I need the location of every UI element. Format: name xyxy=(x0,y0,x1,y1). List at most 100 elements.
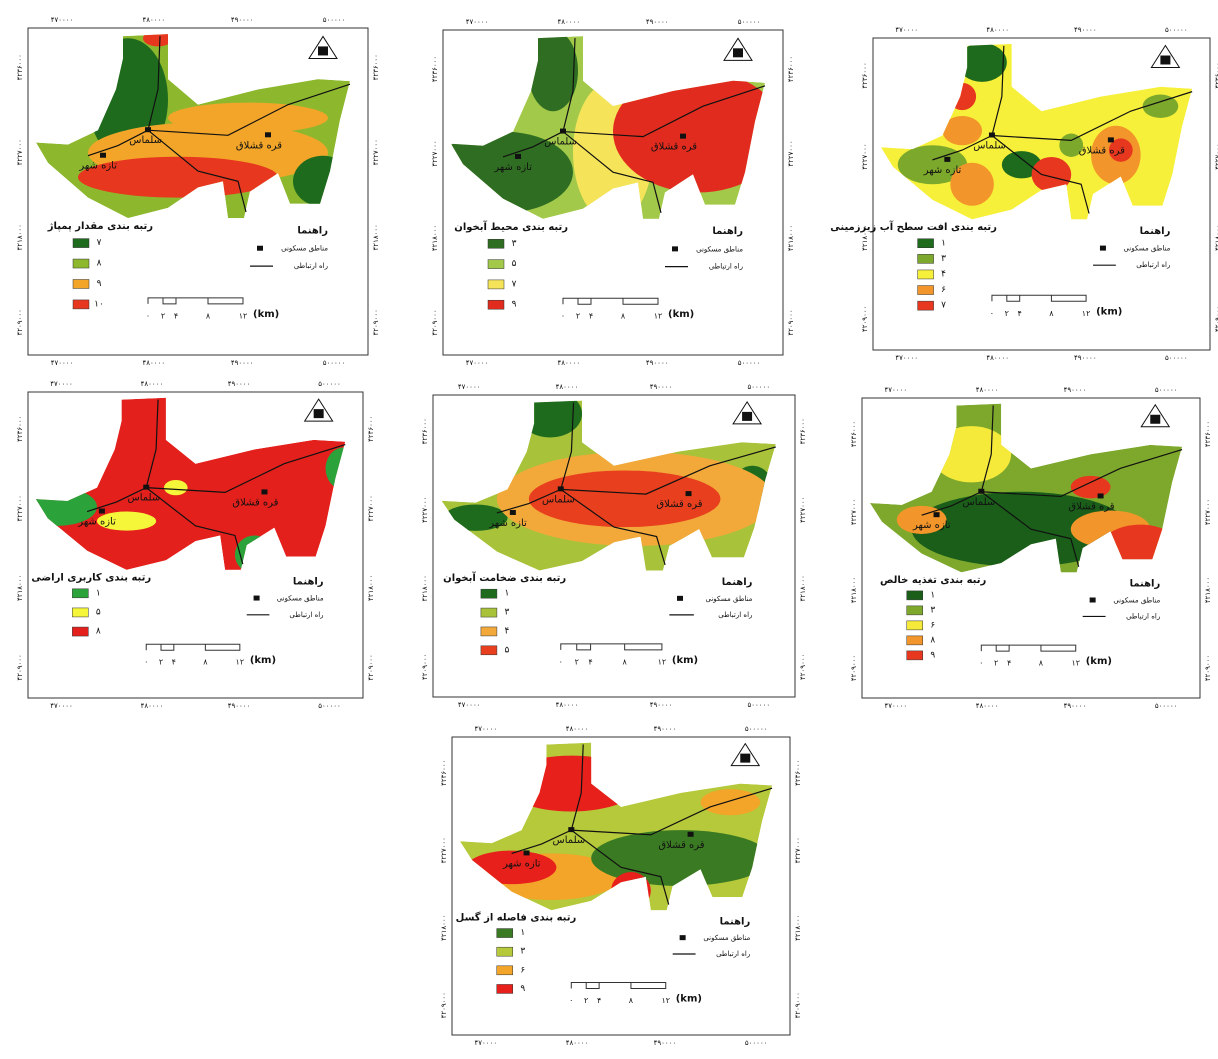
y-coord-label: ۴۲۰۹۰۰۰ xyxy=(861,306,869,332)
y-coord-label: ۴۲۱۸۰۰۰ xyxy=(1214,225,1218,251)
scale-label: ۲ xyxy=(575,657,579,666)
legend-roads: راه ارتباطی xyxy=(718,611,752,619)
y-coord-label: ۴۲۱۸۰۰۰ xyxy=(16,224,24,250)
legend-title: رتبه بندی محیط آبخوان xyxy=(454,220,568,233)
y-coord-label: ۴۲۰۹۰۰۰ xyxy=(1214,306,1218,332)
x-coord-label: ۵۰۰۰۰۰ xyxy=(748,701,771,709)
y-coord-label: ۴۲۲۷۰۰۰ xyxy=(850,499,858,525)
settlement-icon xyxy=(680,134,686,139)
scale-label: ۱۲ xyxy=(239,311,248,320)
x-coord-label: ۴۸۰۰۰۰ xyxy=(566,1039,589,1047)
legend-swatch xyxy=(907,606,923,615)
x-coord-label: ۴۹۰۰۰۰ xyxy=(646,18,669,26)
legend-roads: راه ارتباطی xyxy=(716,950,750,958)
place-label: قره قشلاق xyxy=(651,142,697,153)
legend-swatch xyxy=(918,286,934,295)
x-coord-label: ۴۸۰۰۰۰ xyxy=(143,359,166,367)
scale-label: ۰ xyxy=(979,659,983,668)
scale-label: ۲ xyxy=(584,996,588,1005)
y-coord-label: ۴۲۱۸۰۰۰ xyxy=(367,575,375,601)
x-coord-label: ۴۷۰۰۰۰ xyxy=(885,386,908,394)
legend-heading: راهنما xyxy=(722,577,753,588)
legend-settlements: مناطق مسکونی xyxy=(1123,245,1170,253)
place-label: سلماس xyxy=(128,493,161,504)
north-arrow-mark xyxy=(733,48,743,57)
y-coord-label: ۴۲۱۸۰۰۰ xyxy=(372,224,380,250)
legend-swatch xyxy=(488,260,504,269)
scale-unit: (km) xyxy=(1096,306,1122,317)
y-coord-label: ۴۲۰۹۰۰۰ xyxy=(787,309,795,335)
place-label: قره قشلاق xyxy=(1068,501,1114,512)
legend-label: ۶ xyxy=(941,285,946,295)
legend-label: ۴ xyxy=(504,626,509,636)
scale-label: ۰ xyxy=(144,658,148,667)
y-coord-label: ۴۲۲۷۰۰۰ xyxy=(440,837,448,863)
x-coord-label: ۵۰۰۰۰۰ xyxy=(1155,702,1178,710)
y-coord-label: ۴۲۲۷۰۰۰ xyxy=(431,140,439,166)
legend-label: ۱ xyxy=(96,588,101,598)
settlement-icon xyxy=(560,129,566,134)
legend-roads: راه ارتباطی xyxy=(289,611,323,619)
x-coord-label: ۵۰۰۰۰۰ xyxy=(1165,26,1188,34)
y-coord-label: ۴۲۱۸۰۰۰ xyxy=(16,575,24,601)
y-coord-label: ۴۲۰۹۰۰۰ xyxy=(367,654,375,680)
x-coord-label: ۴۷۰۰۰۰ xyxy=(885,702,908,710)
place-label: تازه شهر xyxy=(77,517,116,528)
scale-unit: (km) xyxy=(668,309,694,320)
x-coord-label: ۴۷۰۰۰۰ xyxy=(475,1039,498,1047)
y-coord-label: ۴۲۳۶۰۰۰ xyxy=(861,62,869,88)
scale-label: ۰ xyxy=(559,657,563,666)
legend-label: ۷ xyxy=(941,301,946,311)
map-panel: ۴۷۰۰۰۰۴۷۰۰۰۰۴۸۰۰۰۰۴۸۰۰۰۰۴۹۰۰۰۰۴۹۰۰۰۰۵۰۰۰… xyxy=(16,16,380,367)
settlement-icon xyxy=(143,485,149,490)
legend-title: رتبه بندی فاصله از گسل xyxy=(456,911,577,924)
settlement-icon xyxy=(568,827,574,832)
scale-label: ۴ xyxy=(1018,309,1022,318)
legend-swatch xyxy=(918,254,934,263)
settlement-icon xyxy=(686,491,692,496)
y-coord-label: ۴۲۰۹۰۰۰ xyxy=(850,655,858,681)
settlement-icon xyxy=(261,489,267,494)
scale-label: ۸ xyxy=(622,657,627,666)
y-coord-label: ۴۲۱۸۰۰۰ xyxy=(431,225,439,251)
map-panel: ۴۷۰۰۰۰۴۷۰۰۰۰۴۸۰۰۰۰۴۸۰۰۰۰۴۹۰۰۰۰۴۹۰۰۰۰۵۰۰۰… xyxy=(431,18,795,367)
map-panel: ۴۷۰۰۰۰۴۷۰۰۰۰۴۸۰۰۰۰۴۸۰۰۰۰۴۹۰۰۰۰۴۹۰۰۰۰۵۰۰۰… xyxy=(421,383,807,709)
legend-label: ۳ xyxy=(504,608,509,618)
y-coord-label: ۴۲۱۸۰۰۰ xyxy=(440,915,448,941)
scale-label: ۱۲ xyxy=(236,658,245,667)
legend-swatch xyxy=(72,627,88,636)
scale-unit: (km) xyxy=(250,655,276,666)
legend-roads: راه ارتباطی xyxy=(1126,612,1160,620)
scale-label: ۱۲ xyxy=(654,312,663,321)
legend-swatch xyxy=(907,636,923,645)
legend-label: ۹ xyxy=(97,279,102,289)
legend-label: ۱ xyxy=(930,590,935,600)
legend-swatch xyxy=(907,591,923,600)
legend-heading: راهنما xyxy=(1140,226,1171,237)
scale-label: ۲ xyxy=(161,311,165,320)
x-coord-label: ۴۹۰۰۰۰ xyxy=(1074,354,1097,362)
y-coord-label: ۴۲۲۷۰۰۰ xyxy=(861,143,869,169)
legend-swatch xyxy=(72,608,88,617)
legend-label: ۳ xyxy=(930,605,935,615)
legend-label: ۹ xyxy=(520,984,525,994)
legend-heading: راهنما xyxy=(293,576,324,587)
y-coord-label: ۴۲۰۹۰۰۰ xyxy=(16,309,24,335)
x-coord-label: ۴۹۰۰۰۰ xyxy=(228,380,251,388)
x-coord-label: ۴۹۰۰۰۰ xyxy=(1064,386,1087,394)
x-coord-label: ۴۷۰۰۰۰ xyxy=(458,701,481,709)
legend-label: ۸ xyxy=(97,259,102,269)
y-coord-label: ۴۲۰۹۰۰۰ xyxy=(1204,655,1212,681)
scale-label: ۲ xyxy=(994,659,998,668)
north-arrow-mark xyxy=(1150,415,1160,424)
y-coord-label: ۴۲۳۶۰۰۰ xyxy=(850,421,858,447)
legend-settlements: مناطق مسکونی xyxy=(696,245,743,253)
x-coord-label: ۴۸۰۰۰۰ xyxy=(141,380,164,388)
place-label: تازه شهر xyxy=(502,858,541,869)
legend-label: ۱ xyxy=(941,238,946,248)
legend-settlements: مناطق مسکونی xyxy=(1113,597,1160,605)
place-label: قره قشلاق xyxy=(656,499,702,510)
legend-title: رتبه بندی مقدار پمپاژ xyxy=(47,221,154,232)
y-coord-label: ۴۲۳۶۰۰۰ xyxy=(367,416,375,442)
y-coord-label: ۴۲۱۸۰۰۰ xyxy=(1204,577,1212,603)
